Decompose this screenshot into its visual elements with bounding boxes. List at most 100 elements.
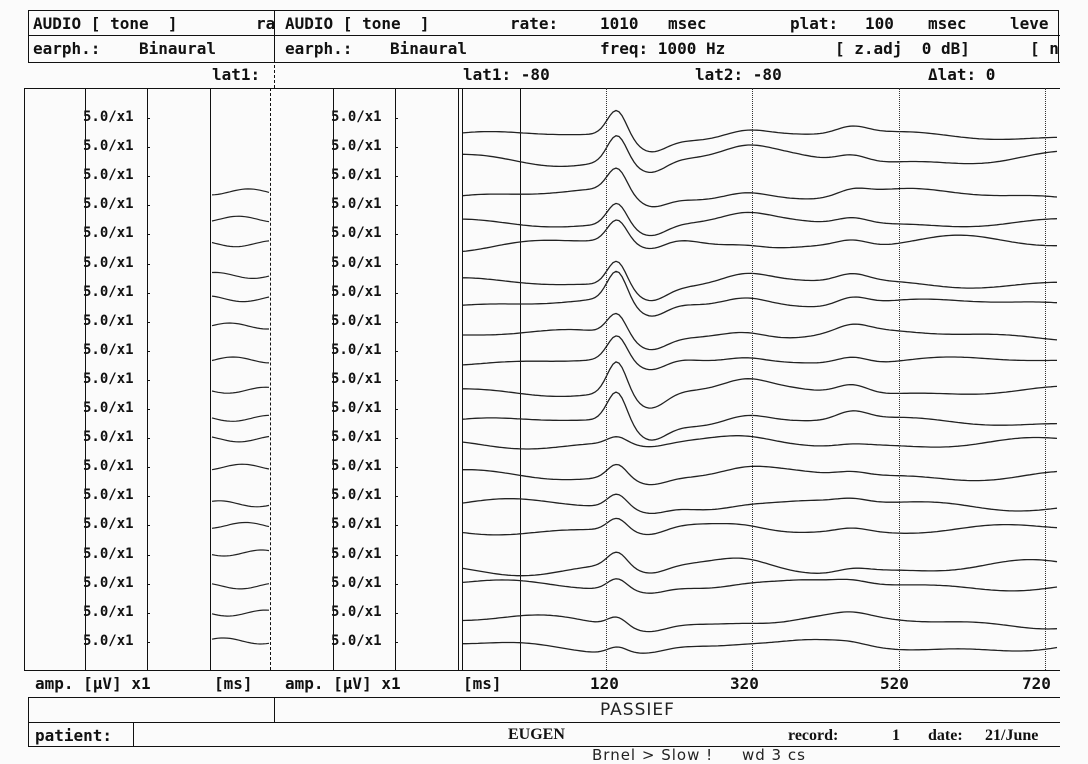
left-eeg-trace (211, 215, 270, 223)
freq-label: freq: 1000 Hz (600, 39, 726, 58)
grid-720 (1045, 88, 1047, 670)
left-eeg-trace (211, 435, 270, 443)
main-amp-scale-label: 5.0/x1 (331, 370, 382, 387)
main-amp-scale-label: 5.0/x1 (331, 429, 382, 446)
footer-line-3 (28, 746, 1060, 747)
left-amp-scale-label: 5.0/x1 (83, 254, 134, 271)
eeg-trace (463, 463, 1058, 486)
main-amp-scale-label: 5.0/x1 (331, 225, 382, 242)
amp-tick (395, 641, 398, 643)
amp-tick (147, 205, 150, 207)
amp-tick (395, 205, 398, 207)
amp-tick (395, 176, 398, 178)
left-eeg-trace (211, 356, 270, 364)
main-amp-scale-label: 5.0/x1 (331, 167, 382, 184)
amp-tick (147, 321, 150, 323)
left-eeg-trace (211, 463, 270, 471)
main-amp-scale-label: 5.0/x1 (331, 109, 382, 125)
left-eeg-trace (211, 188, 270, 196)
footer-line-2 (28, 722, 1060, 723)
left-amp-scale-label: 5.0/x1 (83, 196, 134, 213)
rate-label: rate: (510, 14, 559, 33)
main-amp-scale-label: 5.0/x1 (331, 138, 382, 155)
zadj-label: [ z.adj 0 dB] (835, 39, 970, 58)
rate-value: 1010 (600, 14, 639, 33)
cursor-lat-line (520, 88, 521, 670)
left-eeg-trace (211, 500, 270, 508)
left-amp-scale-label: 5.0/x1 (83, 341, 134, 358)
amp-tick (147, 263, 150, 265)
delta-lat-readout: Δlat: 0 (928, 65, 996, 84)
left-lat1-label: lat1: (212, 65, 261, 84)
amp-tick (395, 292, 398, 294)
amp-tick (395, 467, 398, 469)
main-amp-scale-label: 5.0/x1 (331, 574, 382, 591)
left-eeg-trace (211, 322, 269, 330)
left-eeg-trace (211, 609, 270, 617)
amp-tick (395, 496, 398, 498)
amp-tick (147, 467, 150, 469)
left-amp-scale-label: 5.0/x1 (83, 603, 134, 620)
rate-unit: msec (668, 14, 707, 33)
main-amp-axis (333, 88, 334, 670)
main-amp-scale-label: 5.0/x1 (331, 283, 382, 300)
plot-top-border (24, 88, 1060, 89)
left-amp-scale-label: 5.0/x1 (83, 370, 134, 387)
left-amp-scale-label: 5.0/x1 (83, 283, 134, 300)
amp-tick (395, 379, 398, 381)
eeg-trace (462, 270, 1058, 317)
plat-value: 100 (865, 14, 894, 33)
amp-tick (395, 350, 398, 352)
eeg-trace (462, 202, 1058, 237)
eeg-trace (462, 167, 1058, 208)
eeg-trace (462, 611, 1058, 633)
amp-tick (147, 525, 150, 527)
amp-tick (147, 118, 150, 119)
amp-tick (147, 438, 150, 440)
amp-tick (395, 612, 398, 614)
left-amp-scale-label: 5.0/x1 (83, 632, 134, 649)
amp-tick (147, 496, 150, 498)
eeg-trace (462, 551, 1058, 577)
main-earph-value: Binaural (390, 39, 468, 58)
eeg-trace (462, 335, 1057, 371)
amp-tick (395, 147, 398, 149)
left-amp-scale-label: 5.0/x1 (83, 458, 134, 475)
amp-tick (147, 379, 150, 381)
amp-tick (147, 234, 150, 236)
left-amp-scale-label: 5.0/x1 (83, 574, 134, 591)
header-split (274, 10, 276, 88)
left-amp-scale-label: 5.0/x1 (83, 109, 134, 125)
amp-tick (147, 147, 150, 149)
amp-tick (395, 118, 398, 119)
main-amp-scale-label: 5.0/x1 (331, 487, 382, 504)
amp-tick (395, 554, 398, 556)
amp-tick (147, 350, 150, 352)
left-amp-scale-label: 5.0/x1 (83, 312, 134, 329)
header-divider-1 (28, 35, 1060, 36)
main-amp-scale-label: 5.0/x1 (331, 312, 382, 329)
left-amp-scale-label: 5.0/x1 (83, 545, 134, 562)
left-panel-edge (24, 88, 25, 670)
main-amp-scale-label: 5.0/x1 (331, 196, 382, 213)
tick-320: 320 (730, 674, 759, 693)
left-trace-panel-right (270, 88, 272, 670)
left-eeg-trace (211, 386, 270, 394)
tick-720: 720 (1022, 674, 1051, 693)
plat-unit: msec (928, 14, 967, 33)
main-audio-title: AUDIO [ tone ] (285, 14, 430, 33)
eeg-trace (462, 435, 1058, 450)
main-amp-scale-label: 5.0/x1 (331, 254, 382, 271)
left-eeg-trace (211, 295, 270, 303)
date-label: date: (928, 727, 963, 744)
footer-line-1 (28, 697, 1060, 698)
left-eeg-trace (211, 414, 270, 422)
main-amp-unit: amp. [µV] x1 (285, 674, 401, 693)
tick-520: 520 (880, 674, 909, 693)
left-amp-axis (85, 88, 86, 670)
patient-name[interactable]: EUGEN (508, 726, 565, 743)
plat-label: plat: (790, 14, 839, 33)
patient-label: patient: (35, 726, 113, 745)
left-trace-panel-edge (210, 88, 211, 670)
